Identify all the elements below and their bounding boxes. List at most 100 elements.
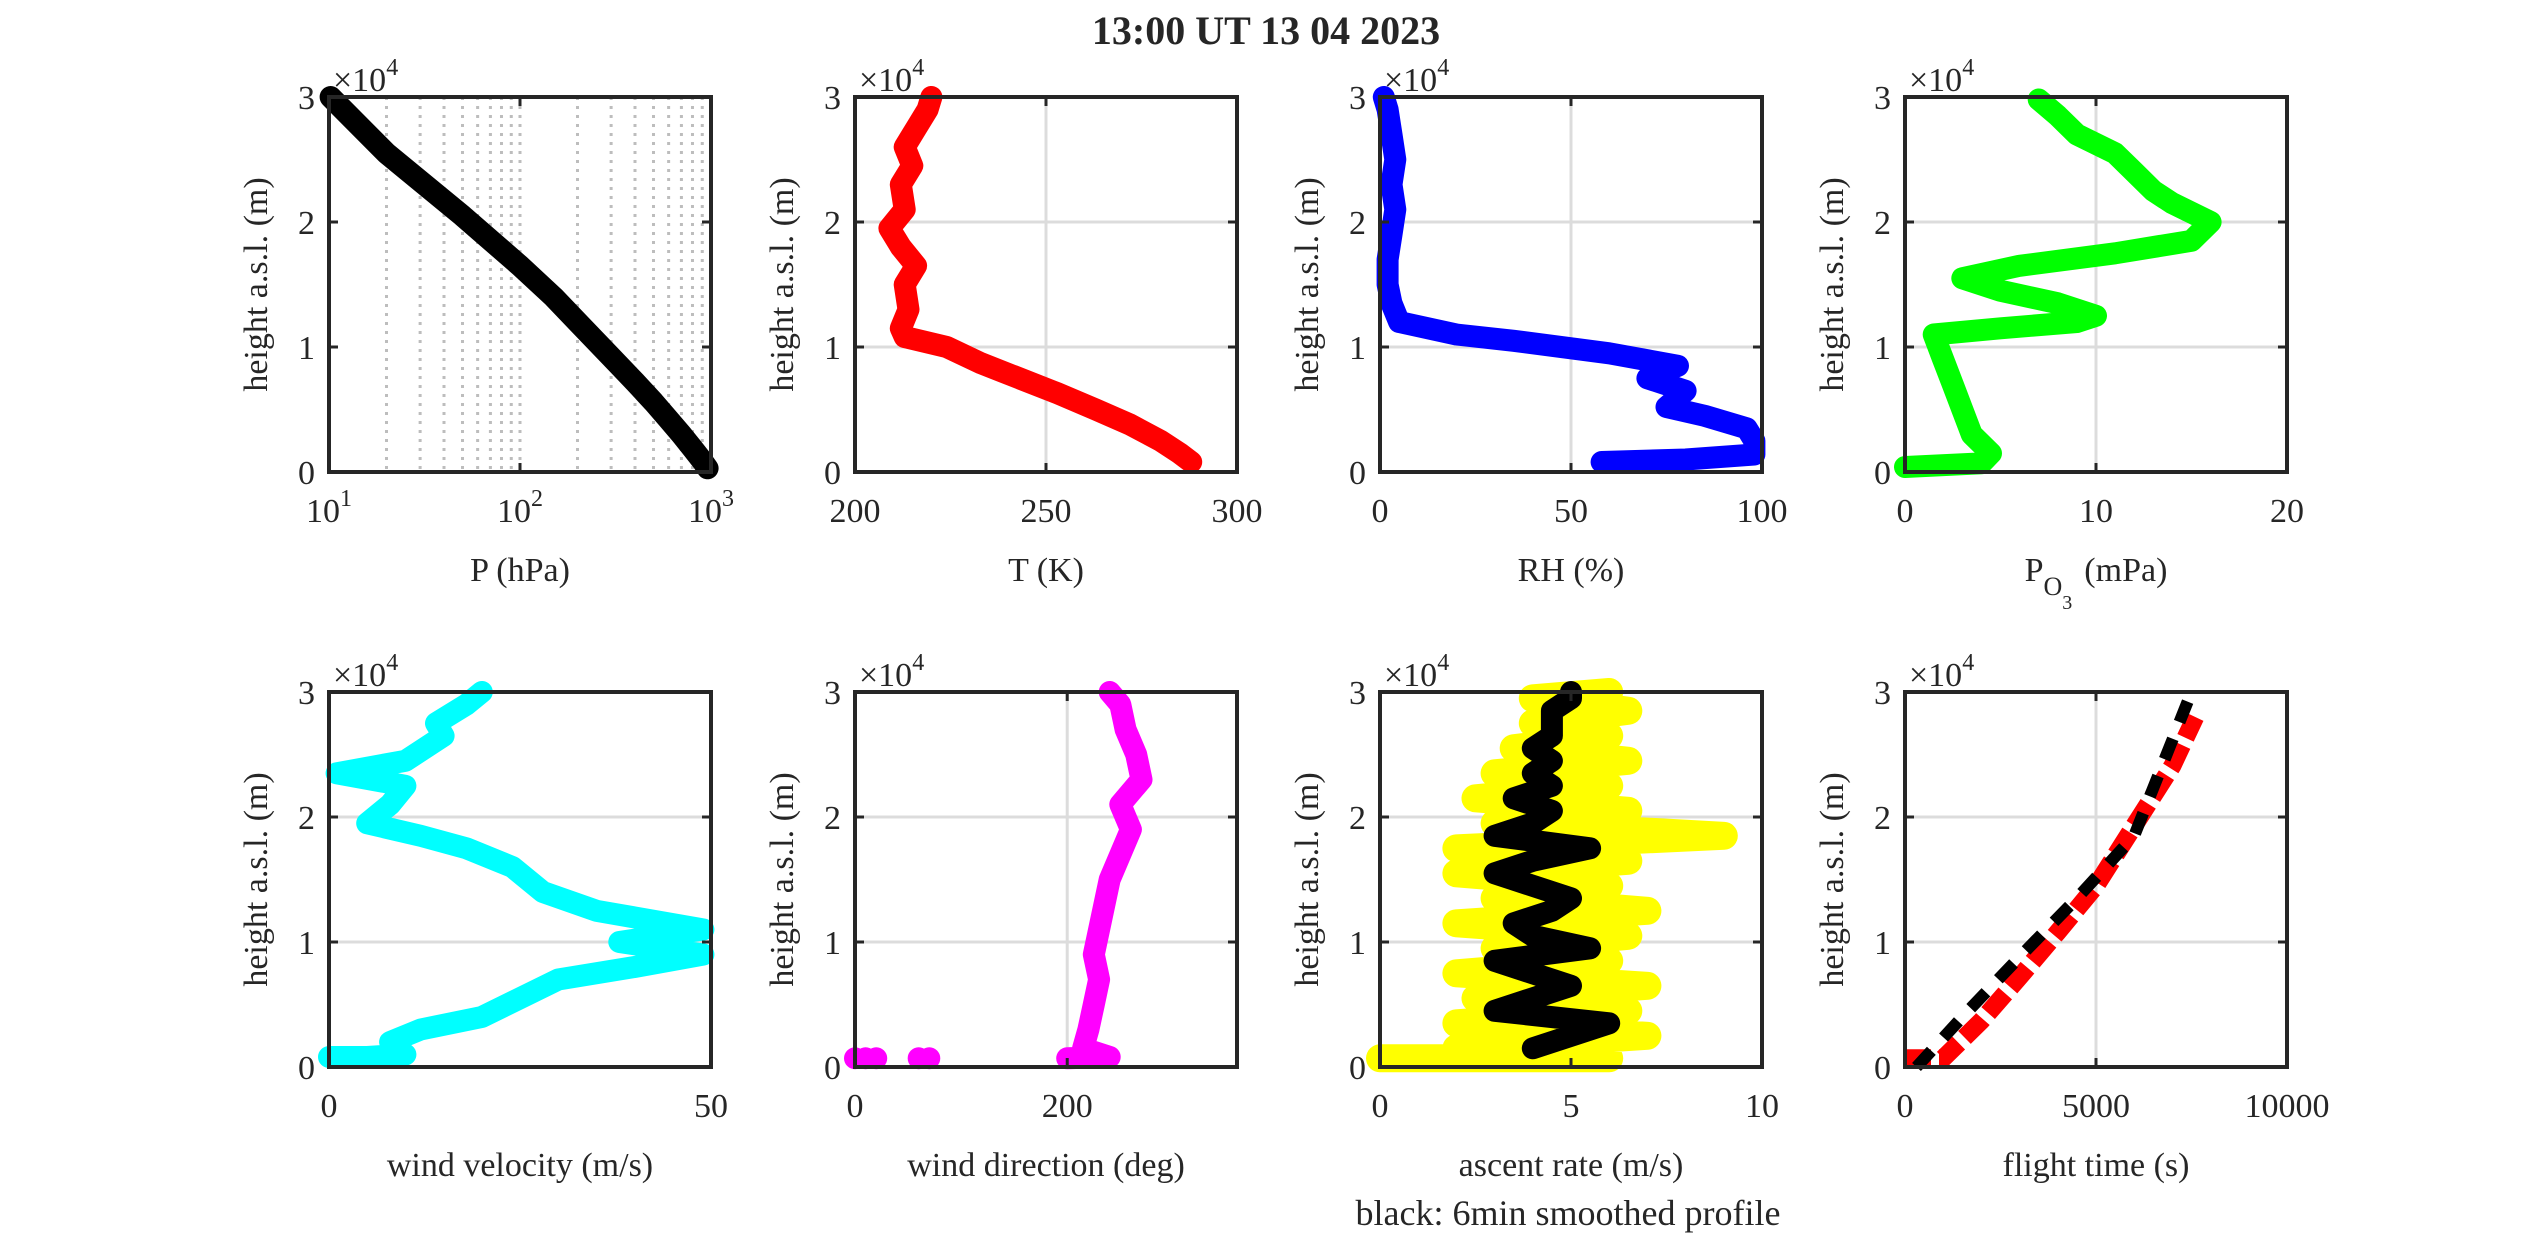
y-tick-label: 3 (1349, 80, 1366, 117)
y-tick-label: 3 (298, 675, 315, 712)
x-tick-label: 0 (321, 1088, 338, 1125)
series-0-line (319, 86, 719, 480)
y-tick-label: 2 (1874, 205, 1891, 242)
x-tick-label: 300 (1212, 493, 1263, 530)
y-tick-label: 0 (824, 1050, 841, 1087)
x-tick-label: 10 (2079, 493, 2113, 530)
y-tick-label: 2 (1349, 800, 1366, 837)
x-axis-label: wind direction (deg) (907, 1147, 1185, 1184)
x-tick-label: 50 (694, 1088, 728, 1125)
y-tick-label: 1 (824, 925, 841, 962)
x-axis-label: RH (%) (1518, 552, 1625, 589)
y-axis-label: height a.s.l. (m) (1289, 177, 1326, 391)
x-axis-label: P (hPa) (470, 552, 570, 589)
y-tick-label: 0 (1874, 455, 1891, 492)
series-1-line (1912, 689, 2198, 1072)
data-point (918, 1047, 941, 1070)
y-axis-label: height a.s.l. (m) (238, 772, 275, 986)
y-axis-label: height a.s.l. (m) (764, 772, 801, 986)
y-exponent-label: ×104 (1909, 55, 1974, 99)
x-tick-label: 0 (847, 1088, 864, 1125)
panel-flight_time: 0 5000 10000 0 1 2 3 ×104 height a.s.l. (m) fligh… (1814, 650, 2330, 1184)
y-tick-label: 1 (298, 925, 315, 962)
y-tick-label: 3 (1874, 80, 1891, 117)
series-1-line (1483, 681, 1621, 1060)
y-tick-label: 0 (298, 1050, 315, 1087)
y-tick-label: 3 (1349, 675, 1366, 712)
x-axis-label: wind velocity (m/s) (387, 1147, 653, 1184)
panel-wind_direction: 0 200 0 1 2 3 ×104 height a.s.l. (m) wind direct… (764, 650, 1239, 1184)
y-tick-label: 3 (298, 80, 315, 117)
y-exponent-label: ×104 (1909, 650, 1974, 694)
series-0-line (1056, 681, 1153, 1070)
series-0-line (1905, 713, 2204, 1068)
figure-title: 13:00 UT 13 04 2023 (1092, 8, 1440, 53)
data-point (865, 1047, 888, 1070)
x-tick-label: 0 (1897, 1088, 1914, 1125)
y-exponent-label: ×104 (1384, 650, 1449, 694)
y-tick-label: 2 (1874, 800, 1891, 837)
y-tick-label: 1 (298, 330, 315, 367)
x-axis-label: flight time (s) (2003, 1147, 2190, 1184)
axes-box (327, 690, 713, 1069)
x-tick-label: 101 (306, 486, 352, 530)
x-tick-label: 50 (1554, 493, 1588, 530)
x-tick-label: 250 (1021, 493, 1072, 530)
x-tick-label: 10 (1745, 1088, 1779, 1125)
y-tick-label: 2 (824, 205, 841, 242)
y-tick-label: 2 (1349, 205, 1366, 242)
y-tick-label: 2 (298, 205, 315, 242)
y-tick-label: 0 (824, 455, 841, 492)
y-tick-label: 0 (298, 455, 315, 492)
x-axis-label: T (K) (1008, 552, 1084, 589)
y-exponent-label: ×104 (333, 55, 398, 99)
y-tick-label: 1 (824, 330, 841, 367)
x-tick-label: 0 (1372, 493, 1389, 530)
y-exponent-label: ×104 (859, 650, 924, 694)
y-tick-label: 1 (1874, 925, 1891, 962)
x-axis-label: ascent rate (m/s) (1459, 1147, 1684, 1184)
panel-temperature: 200 250 300 0 1 2 3 ×104 height a.s.l. (m) T (K) (764, 55, 1263, 589)
y-axis-label: height a.s.l. (m) (1814, 177, 1851, 391)
panel-ozone: 0 10 20 0 1 2 3 ×104 height a.s.l. (m) PO3(mPa) (1814, 55, 2304, 614)
x-axis-label: PO3(mPa) (2025, 552, 2168, 614)
series-0-line (1894, 88, 2222, 478)
x-tick-label: 0 (1897, 493, 1914, 530)
y-axis-label: height a.s.l. (m) (1814, 772, 1851, 986)
x-tick-label: 100 (1737, 493, 1788, 530)
y-tick-label: 0 (1874, 1050, 1891, 1087)
y-tick-label: 1 (1349, 925, 1366, 962)
series-0-line (318, 681, 715, 1068)
y-tick-label: 3 (1874, 675, 1891, 712)
y-exponent-label: ×104 (859, 55, 924, 99)
panel-wind_velocity: 0 50 0 1 2 3 ×104 height a.s.l. (m) wind velocit… (238, 650, 728, 1184)
panel-pressure: 101 102 103 0 1 2 3 ×104 height a.s.l. (m) P (hPa… (238, 55, 734, 589)
y-tick-label: 2 (298, 800, 315, 837)
x-tick-label: 5 (1563, 1088, 1580, 1125)
y-exponent-label: ×104 (333, 650, 398, 694)
x-tick-label: 102 (497, 486, 543, 530)
x-tick-label: 20 (2270, 493, 2304, 530)
panel-humidity: 0 50 100 0 1 2 3 ×104 height a.s.l. (m) RH (%) (1289, 55, 1788, 589)
y-tick-label: 3 (824, 80, 841, 117)
y-axis-label: height a.s.l. (m) (764, 177, 801, 391)
y-tick-label: 0 (1349, 1050, 1366, 1087)
y-tick-label: 1 (1874, 330, 1891, 367)
x-tick-label: 5000 (2062, 1088, 2130, 1125)
x-tick-label: 200 (1042, 1088, 1093, 1125)
x-tick-label: 200 (830, 493, 881, 530)
x-tick-label: 10000 (2245, 1088, 2330, 1125)
panel-ascent_rate: 0 5 10 0 1 2 3 ×104 height a.s.l. (m) ascent rate… (1289, 650, 1779, 1184)
y-tick-label: 1 (1349, 330, 1366, 367)
y-tick-label: 0 (1349, 455, 1366, 492)
series-0-line (1372, 86, 1766, 473)
y-axis-label: height a.s.l. (m) (238, 177, 275, 391)
y-axis-label: height a.s.l. (m) (1289, 772, 1326, 986)
y-tick-label: 2 (824, 800, 841, 837)
figure-footnote: black: 6min smoothed profile (1356, 1193, 1781, 1233)
y-tick-label: 3 (824, 675, 841, 712)
series-0-line (878, 86, 1203, 473)
x-tick-label: 0 (1372, 1088, 1389, 1125)
